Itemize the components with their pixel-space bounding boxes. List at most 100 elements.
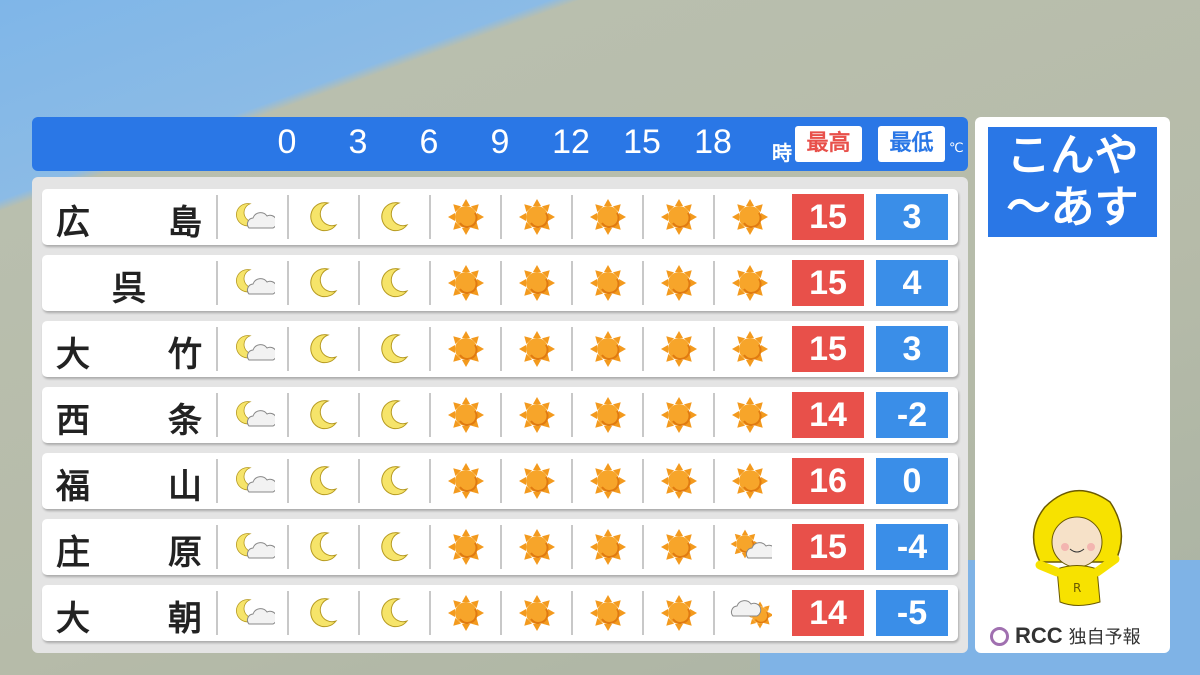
hour-label: 9 — [490, 123, 510, 161]
sun-icon — [518, 265, 555, 301]
high-temp: 15 — [792, 524, 864, 570]
city-name: 呉 — [56, 261, 202, 310]
moon-icon — [309, 202, 337, 232]
city-name-char: 条 — [168, 401, 202, 441]
sun-icon — [518, 397, 555, 433]
city-name: 大朝 — [56, 591, 202, 640]
city-name: 大竹 — [56, 327, 202, 376]
sun-icon — [589, 595, 626, 631]
weather-cell — [358, 261, 429, 305]
weather-cell — [571, 195, 642, 239]
weather-cell — [287, 327, 358, 371]
sun-icon — [660, 331, 697, 367]
weather-cell — [429, 525, 500, 569]
weather-cell — [713, 327, 784, 371]
weather-cell — [216, 393, 287, 437]
forecast-row: 大竹 15 3 — [42, 321, 958, 377]
high-label: 最高 — [795, 126, 862, 162]
sun-icon — [447, 463, 484, 499]
sun-icon — [731, 265, 768, 301]
city-name-char: 呉 — [112, 269, 146, 309]
weather-cell — [713, 393, 784, 437]
moon-icon — [309, 532, 337, 562]
sun-icon — [589, 397, 626, 433]
weather-cell — [500, 195, 571, 239]
weather-cell — [642, 459, 713, 503]
sun-icon — [518, 331, 555, 367]
weather-cell — [216, 525, 287, 569]
moon-icon — [309, 598, 337, 628]
moon-icon — [380, 466, 408, 496]
weather-cell — [429, 459, 500, 503]
high-temp: 14 — [792, 590, 864, 636]
sun-icon — [731, 331, 768, 367]
moon-icon — [309, 400, 337, 430]
weather-cell — [358, 393, 429, 437]
city-name-char: 大 — [56, 335, 90, 375]
weather-cell — [713, 261, 784, 305]
title-line-2: 〜あす — [1006, 182, 1139, 233]
moon-cloud-icon — [235, 203, 275, 229]
high-temp: 15 — [792, 260, 864, 306]
moon-icon — [380, 532, 408, 562]
weather-cell — [571, 525, 642, 569]
low-temp: -5 — [876, 590, 948, 636]
low-temp: -4 — [876, 524, 948, 570]
weather-cell — [358, 459, 429, 503]
moon-cloud-icon — [235, 533, 275, 559]
moon-cloud-icon — [235, 269, 275, 295]
city-name-char: 福 — [56, 467, 90, 507]
temp-unit: ℃ — [949, 141, 964, 156]
weather-cell — [642, 195, 713, 239]
sun-icon — [660, 529, 697, 565]
high-temp: 15 — [792, 326, 864, 372]
weather-cell — [216, 195, 287, 239]
city-name-char: 庄 — [56, 533, 90, 573]
logo-caption: 独自予報 — [1068, 627, 1141, 648]
weather-cell — [571, 393, 642, 437]
moon-cloud-icon — [235, 467, 275, 493]
weather-cell — [571, 459, 642, 503]
sun-icon — [518, 463, 555, 499]
sun-icon — [447, 595, 484, 631]
title-line-1: こんや — [1006, 130, 1139, 181]
weather-cell — [287, 591, 358, 635]
weather-cell — [358, 327, 429, 371]
moon-icon — [380, 268, 408, 298]
sun-icon — [731, 397, 768, 433]
weather-cell — [358, 195, 429, 239]
city-name: 庄原 — [56, 525, 202, 574]
weather-cell — [287, 195, 358, 239]
weather-cell — [642, 261, 713, 305]
weather-cell — [216, 459, 287, 503]
sun-icon — [589, 199, 626, 235]
forecast-row: 呉 15 4 — [42, 255, 958, 311]
rcc-ring-icon — [990, 626, 1009, 646]
sun-icon — [660, 463, 697, 499]
weather-cell — [429, 327, 500, 371]
weather-cell — [358, 591, 429, 635]
city-name-char: 島 — [168, 203, 202, 243]
city-name-char: 竹 — [168, 335, 202, 375]
high-temp: 16 — [792, 458, 864, 504]
city-name: 広島 — [56, 195, 202, 244]
cloud-sun-icon — [730, 600, 772, 629]
sun-icon — [447, 397, 484, 433]
city-name-char: 山 — [168, 467, 202, 507]
moon-icon — [309, 466, 337, 496]
moon-icon — [309, 268, 337, 298]
weather-cell — [500, 393, 571, 437]
hour-label: 0 — [277, 123, 297, 161]
weather-cell — [713, 525, 784, 569]
hour-unit: 時 — [772, 141, 792, 165]
moon-icon — [380, 334, 408, 364]
forecast-row: 広島 15 3 — [42, 189, 958, 245]
high-temp: 14 — [792, 392, 864, 438]
forecast-table: 広島 15 3 呉 15 4 大竹 15 3 西条 14 -2 福山 16 0 庄原 15 -4 大朝 14 -5 — [32, 177, 968, 653]
sun-icon — [660, 199, 697, 235]
sun-icon — [731, 463, 768, 499]
weather-cell — [216, 327, 287, 371]
high-temp: 15 — [792, 194, 864, 240]
weather-cell — [571, 327, 642, 371]
hour-label: 15 — [623, 123, 661, 161]
